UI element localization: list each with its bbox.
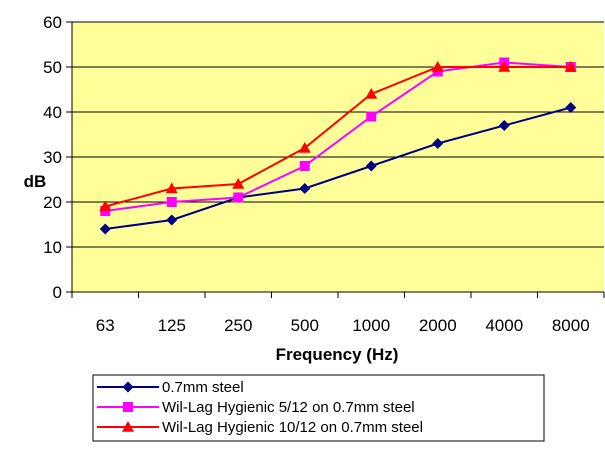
data-point	[299, 161, 310, 171]
data-point	[365, 160, 377, 172]
y-tick-label: 50	[43, 58, 62, 77]
plot-area	[71, 21, 604, 293]
legend-label: Wil-Lag Hygienic 5/12 on 0.7mm steel	[162, 399, 415, 416]
series-3	[99, 61, 577, 212]
data-point	[166, 214, 178, 226]
data-point	[232, 178, 245, 189]
legend-label: 0.7mm steel	[162, 379, 244, 396]
y-tick-label: 20	[43, 193, 62, 212]
legend-item: Wil-Lag Hygienic 10/12 on 0.7mm steel	[97, 419, 423, 436]
x-tick-label: 63	[96, 316, 115, 335]
data-point	[565, 102, 577, 113]
legend-marker	[122, 381, 134, 393]
x-tick-label: 4000	[485, 316, 523, 335]
y-tick-label: 60	[43, 13, 62, 32]
legend-box	[92, 374, 545, 442]
y-tick-label: 10	[43, 238, 62, 257]
data-point	[366, 111, 377, 122]
legend-marker	[122, 421, 134, 432]
x-tick-label: 8000	[552, 316, 590, 335]
data-point	[299, 183, 311, 194]
legend-item: 0.7mm steel	[97, 379, 244, 396]
x-tick-label: 500	[291, 316, 319, 335]
legend-label: Wil-Lag Hygienic 10/12 on 0.7mm steel	[162, 419, 423, 436]
x-axis-title: Frequency (Hz)	[276, 345, 399, 364]
axis-ticks: 0 10 20 30 40 50 60 63 125 250 500 1000 2000 4000 8000	[43, 13, 605, 335]
data-point	[165, 182, 178, 194]
data-point	[298, 142, 311, 153]
data-point	[233, 192, 244, 203]
x-tick-label: 250	[224, 316, 252, 335]
series-line	[105, 61, 571, 212]
legend: 0.7mm steel Wil-Lag Hygienic 5/12 on 0.7m…	[92, 374, 545, 442]
series-line	[104, 66, 571, 208]
data-point	[431, 61, 444, 72]
y-axis-title: dB	[24, 172, 47, 191]
data-point	[99, 223, 111, 235]
series-line	[105, 106, 572, 230]
y-tick-label: 30	[43, 148, 62, 167]
data-point	[365, 88, 378, 99]
y-tick-label: 40	[43, 103, 62, 122]
x-tick-label: 2000	[419, 316, 457, 335]
data-point	[564, 61, 577, 72]
data-point	[432, 138, 444, 149]
data-point	[166, 197, 177, 207]
data-point	[498, 61, 511, 72]
data-point	[498, 120, 510, 131]
x-tick-label: 1000	[352, 316, 390, 335]
x-tick-label: 125	[158, 316, 186, 335]
y-tick-label: 0	[53, 283, 62, 302]
legend-marker	[123, 402, 133, 412]
data-point	[99, 200, 112, 212]
series-lines	[99, 57, 577, 235]
legend-item: Wil-Lag Hygienic 5/12 on 0.7mm steel	[97, 399, 415, 416]
